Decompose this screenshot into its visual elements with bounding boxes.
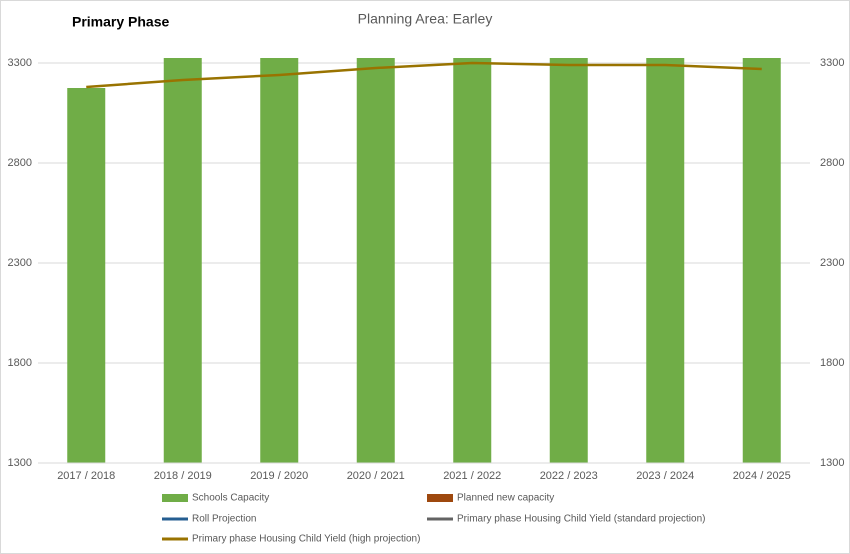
x-tick-label: 2021 / 2022 — [443, 470, 501, 482]
bar — [646, 58, 685, 463]
bar — [163, 58, 202, 463]
chart-heading: Primary Phase — [72, 14, 169, 30]
line — [86, 61, 762, 89]
bar — [453, 58, 492, 463]
x-tick-label: 2020 / 2021 — [347, 470, 405, 482]
legend-label: Planned new capacity — [457, 493, 554, 504]
bar — [67, 88, 106, 463]
bar — [742, 58, 781, 463]
y-tick-label: 1300 — [8, 457, 32, 469]
y-tick-label: 3300 — [8, 57, 32, 69]
y2-tick-label: 2800 — [820, 157, 844, 169]
y-tick-label: 2800 — [8, 157, 32, 169]
y-tick-label: 1800 — [8, 357, 32, 369]
chart-title: Planning Area: Earley — [358, 11, 493, 27]
x-tick-label: 2022 / 2023 — [540, 470, 598, 482]
x-tick-label: 2019 / 2020 — [250, 470, 308, 482]
x-tick-label: 2023 / 2024 — [636, 470, 694, 482]
y2-tick-label: 1300 — [820, 457, 844, 469]
x-tick-label: 2024 / 2025 — [733, 470, 791, 482]
legend-swatch — [427, 494, 453, 502]
legend-swatch — [162, 494, 188, 502]
y2-tick-label: 2300 — [820, 257, 844, 269]
y2-tick-label: 3300 — [820, 57, 844, 69]
y2-tick-label: 1800 — [820, 357, 844, 369]
bar — [356, 58, 395, 463]
legend-label: Primary phase Housing Child Yield (high … — [192, 534, 420, 545]
x-tick-label: 2017 / 2018 — [57, 470, 115, 482]
legend-label: Primary phase Housing Child Yield (stand… — [457, 514, 705, 525]
bar — [549, 58, 588, 463]
y-tick-label: 2300 — [8, 257, 32, 269]
legend-label: Roll Projection — [192, 514, 256, 525]
x-tick-label: 2018 / 2019 — [154, 470, 212, 482]
legend-label: Schools Capacity — [192, 493, 269, 504]
bar — [260, 58, 299, 463]
